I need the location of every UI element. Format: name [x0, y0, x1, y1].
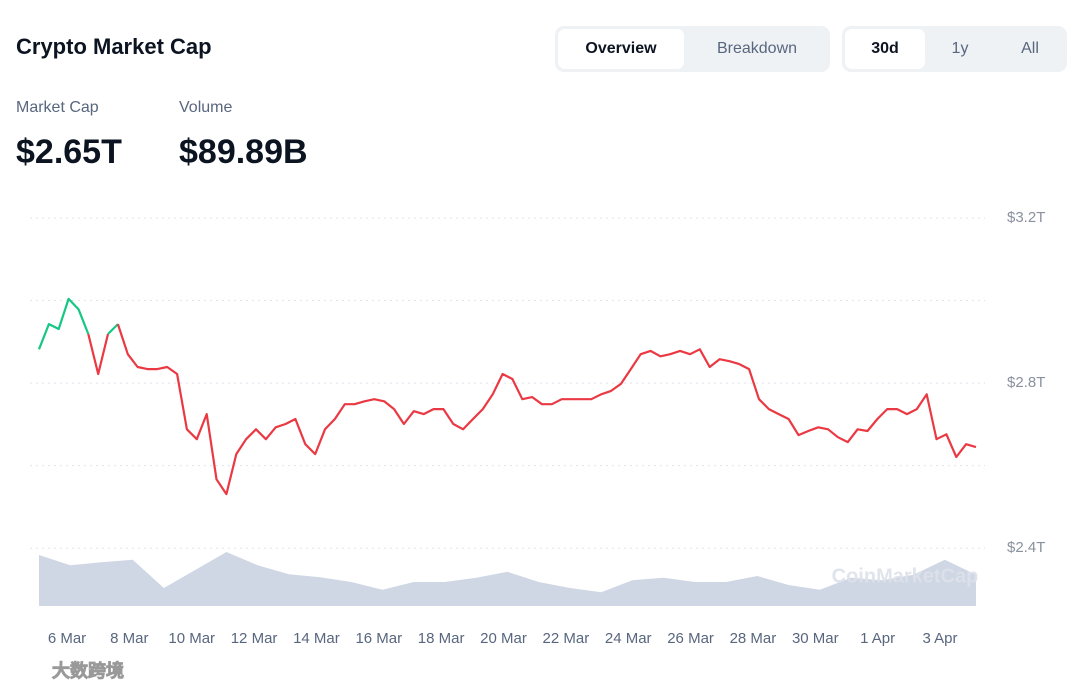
x-tick-label: 20 Mar — [480, 630, 527, 647]
x-tick-label: 24 Mar — [605, 630, 652, 647]
x-tick-label: 22 Mar — [543, 630, 590, 647]
x-tick-label: 10 Mar — [168, 630, 215, 647]
range-button[interactable]: 30d — [871, 40, 899, 57]
x-tick-label: 18 Mar — [418, 630, 465, 647]
range-button[interactable]: All — [1021, 40, 1039, 57]
range-button[interactable]: 1y — [952, 40, 969, 57]
x-tick-label: 12 Mar — [231, 630, 278, 647]
stat-label: Volume — [179, 99, 232, 116]
range-active-bg — [845, 29, 925, 69]
stat-value: $2.65T — [16, 133, 122, 171]
tab-active-bg — [558, 29, 684, 69]
tab[interactable]: Overview — [585, 40, 657, 57]
stat-label: Market Cap — [16, 99, 99, 116]
x-tick-label: 16 Mar — [355, 630, 402, 647]
corner-mark: 大数跨境 — [52, 660, 124, 681]
x-tick-label: 14 Mar — [293, 630, 340, 647]
price-line — [37, 297, 90, 350]
x-tick-label: 26 Mar — [667, 630, 714, 647]
x-tick-label: 30 Mar — [792, 630, 839, 647]
price-line — [107, 323, 119, 335]
price-line — [116, 323, 977, 496]
price-line — [87, 333, 110, 376]
x-tick-label: 6 Mar — [48, 630, 86, 647]
title: Crypto Market Cap — [16, 34, 212, 59]
x-tick-label: 28 Mar — [730, 630, 777, 647]
y-tick-label: $2.8T — [1007, 374, 1045, 391]
y-tick-label: $3.2T — [1007, 209, 1045, 226]
y-tick-label: $2.4T — [1007, 539, 1045, 556]
stat-value: $89.89B — [179, 133, 308, 171]
x-tick-label: 3 Apr — [922, 630, 957, 647]
tab[interactable]: Breakdown — [717, 40, 797, 57]
x-tick-label: 8 Mar — [110, 630, 148, 647]
watermark: CoinMarketCap — [832, 565, 979, 587]
volume-area — [39, 552, 976, 606]
x-tick-label: 1 Apr — [860, 630, 895, 647]
